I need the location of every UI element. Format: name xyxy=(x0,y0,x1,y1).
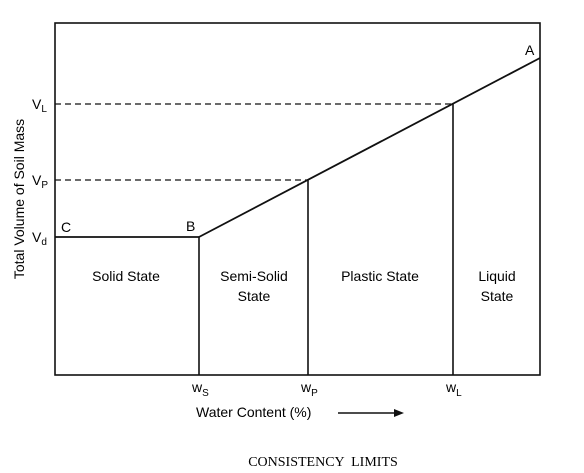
y-tick-vp: VP xyxy=(32,172,48,191)
x-tick-wp: wP xyxy=(300,379,318,399)
y-tick-vl: VL xyxy=(32,96,47,115)
x-axis-arrow-icon xyxy=(338,409,404,417)
x-tick-ws: wS xyxy=(191,379,209,399)
plot-frame xyxy=(54,22,541,376)
state-label-liquid-line2: State xyxy=(481,288,514,304)
state-label-liquid-line1: Liquid xyxy=(478,268,515,284)
x-tick-wl: wL xyxy=(445,379,462,399)
y-axis-label: Total Volume of Soil Mass xyxy=(11,119,27,279)
diagram-caption: CONSISTENCY LIMITS xyxy=(248,455,398,470)
x-axis-label: Water Content (%) xyxy=(196,404,311,420)
state-label-semi-solid-line2: State xyxy=(238,288,271,304)
point-label-b: B xyxy=(186,218,195,234)
point-label-c: C xyxy=(61,219,71,235)
point-label-a: A xyxy=(525,42,535,58)
y-tick-vd: Vd xyxy=(32,229,47,248)
line-b-to-a xyxy=(198,57,541,238)
state-label-semi-solid-line1: Semi-Solid xyxy=(220,268,288,284)
state-label-solid: Solid State xyxy=(92,268,160,284)
state-label-plastic: Plastic State xyxy=(341,268,419,284)
